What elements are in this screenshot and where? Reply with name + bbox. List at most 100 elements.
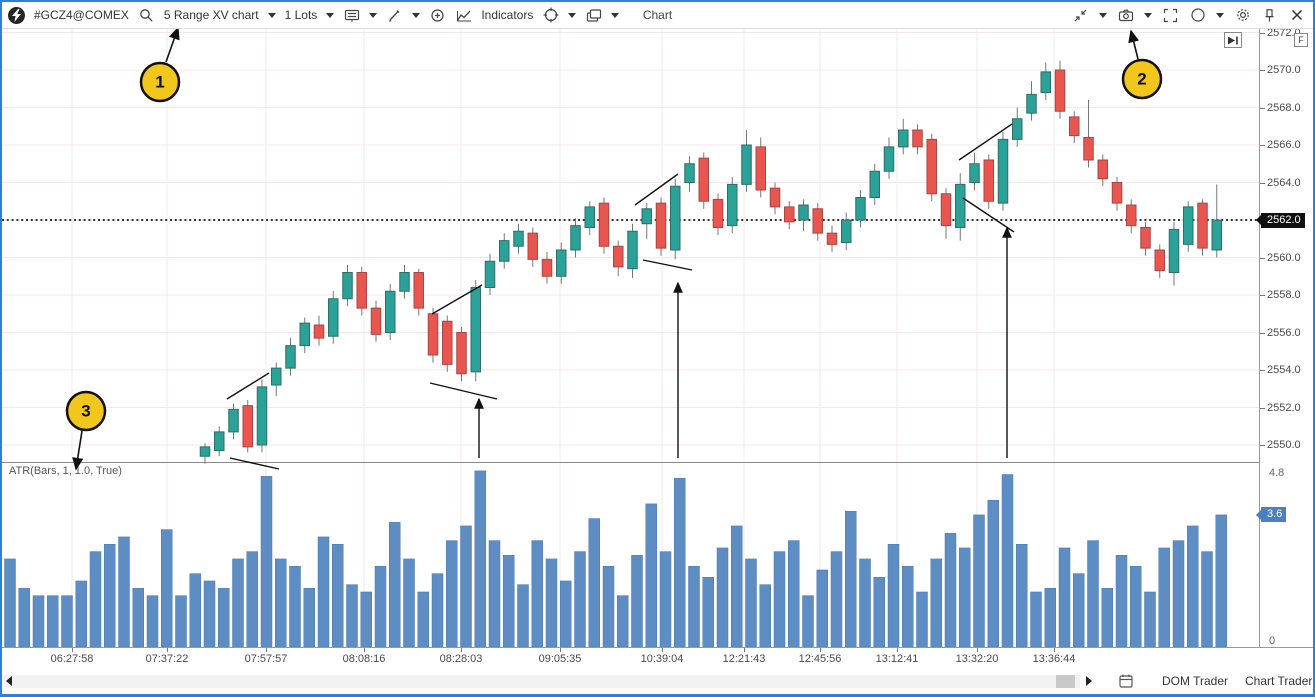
drawing-tools-icon[interactable]	[386, 7, 403, 24]
candle-body	[499, 240, 510, 262]
atr-bar	[873, 577, 885, 647]
dom-trader-button[interactable]: DOM Trader	[1162, 674, 1229, 688]
lots-selector[interactable]: 1 Lots	[284, 8, 318, 22]
camera-caret-icon[interactable]	[1144, 12, 1152, 18]
time-axis[interactable]: 06:27:58 07:37:22 07:57:57 08:08:16 08:28:03…	[2, 647, 1313, 669]
atr-bar	[731, 525, 743, 647]
data-series-caret-icon[interactable]	[369, 12, 378, 18]
chart-trader-button[interactable]: Chart Trader	[1245, 674, 1313, 688]
scale-fix-button[interactable]: F	[1294, 33, 1308, 47]
candle-body	[940, 193, 952, 227]
atr-bar	[189, 573, 201, 647]
candle-body	[427, 313, 439, 356]
search-icon[interactable]	[138, 7, 155, 24]
candle-body	[598, 202, 610, 247]
atr-bar	[830, 551, 843, 647]
candle-body	[584, 206, 595, 228]
period-selector[interactable]: 5 Range XV chart	[163, 8, 259, 22]
go-to-latest-button[interactable]	[1224, 32, 1242, 48]
indicators-button[interactable]: Indicators	[481, 8, 534, 22]
atr-bar	[1058, 547, 1071, 647]
candle-body	[826, 232, 838, 245]
calendar-icon[interactable]	[1118, 673, 1134, 692]
candle-body	[1026, 93, 1037, 114]
candle-body	[670, 185, 681, 251]
price-tick-label: 2566.0	[1267, 139, 1301, 151]
atr-bar	[944, 532, 957, 647]
atr-bar	[759, 584, 771, 647]
time-tick-label: 12:21:43	[722, 653, 766, 665]
atr-bar	[802, 595, 814, 647]
candle-body	[470, 287, 481, 373]
scroll-left-button[interactable]	[6, 676, 12, 686]
time-tick-mark	[461, 648, 462, 652]
data-series-icon[interactable]	[343, 7, 360, 24]
candle-body	[370, 307, 382, 335]
atr-bar	[47, 595, 59, 647]
candle-body	[983, 159, 994, 202]
drawing-tools-caret-icon[interactable]	[412, 12, 421, 18]
candle-body	[1140, 227, 1151, 249]
candle-body	[256, 386, 268, 446]
atr-bar	[18, 588, 30, 647]
collapse-window-icon[interactable]	[1072, 7, 1089, 24]
zoom-in-icon[interactable]	[429, 7, 446, 24]
time-tick-mark	[167, 648, 168, 652]
chart-plot[interactable]	[2, 29, 1259, 647]
candle-body	[926, 138, 937, 195]
window-title: Chart	[642, 8, 673, 22]
close-icon[interactable]	[1288, 7, 1305, 24]
settings-gear-icon[interactable]	[1234, 7, 1251, 24]
crosshair-caret-icon[interactable]	[568, 12, 577, 18]
atr-bar	[460, 525, 472, 647]
period-caret-icon[interactable]	[267, 12, 276, 18]
time-tick-label: 10:39:04	[640, 653, 684, 665]
candle-body	[513, 230, 524, 247]
price-tick-mark	[1260, 32, 1265, 34]
lots-caret-icon[interactable]	[326, 12, 335, 18]
price-tick-label: 2550.0	[1267, 439, 1301, 451]
horizontal-scrollbar-track[interactable]	[4, 675, 1080, 688]
price-tick-label: 2572.0	[1267, 26, 1301, 39]
camera-icon[interactable]	[1117, 7, 1134, 24]
candle-body	[1211, 219, 1222, 251]
candle-body	[755, 146, 766, 191]
windows-cascade-caret-icon[interactable]	[611, 12, 620, 18]
candle-body	[1168, 228, 1180, 273]
atr-current-marker: 3.6	[1255, 507, 1287, 523]
price-axis[interactable]: F 2562.0 4.8 3.6 0 2550.0 2552.0 2554.0 255…	[1255, 26, 1313, 647]
time-tick-mark	[364, 648, 365, 652]
time-tick-label: 12:45:56	[798, 653, 842, 665]
atr-indicator-label[interactable]: ATR(Bars, 1, 1.0, True)	[9, 465, 122, 477]
status-bar: DOM Trader Chart Trader	[2, 669, 1313, 694]
shape-circle-icon[interactable]	[1189, 7, 1206, 24]
candle-body	[299, 322, 310, 347]
atr-bar	[859, 558, 871, 647]
crosshair-icon[interactable]	[542, 7, 559, 24]
candle-body	[655, 202, 667, 249]
shape-caret-icon[interactable]	[1216, 12, 1224, 18]
atr-bar	[1158, 547, 1170, 647]
instrument-selector[interactable]: #GCZ4@COMEX	[34, 8, 129, 22]
indicators-icon[interactable]	[455, 7, 472, 24]
fullscreen-icon[interactable]	[1162, 7, 1179, 24]
pin-icon[interactable]	[1261, 7, 1278, 24]
atr-bar	[588, 518, 600, 647]
candle-body	[328, 298, 339, 337]
candle-body	[869, 170, 880, 198]
candle-body	[997, 138, 1009, 204]
atr-bar	[574, 551, 586, 647]
windows-cascade-icon[interactable]	[585, 7, 602, 24]
atr-bar	[1187, 525, 1199, 647]
atr-bar	[816, 569, 828, 647]
atr-bar	[1115, 555, 1128, 647]
atr-bar	[1215, 514, 1227, 647]
candle-body	[1126, 204, 1137, 227]
atr-bar	[146, 595, 159, 647]
horizontal-scrollbar-thumb[interactable]	[1056, 675, 1075, 688]
atr-bar	[332, 543, 344, 647]
collapse-caret-icon[interactable]	[1099, 12, 1107, 18]
atr-bar	[75, 580, 87, 647]
candle-body	[356, 272, 367, 309]
scroll-right-button[interactable]	[1086, 676, 1092, 686]
